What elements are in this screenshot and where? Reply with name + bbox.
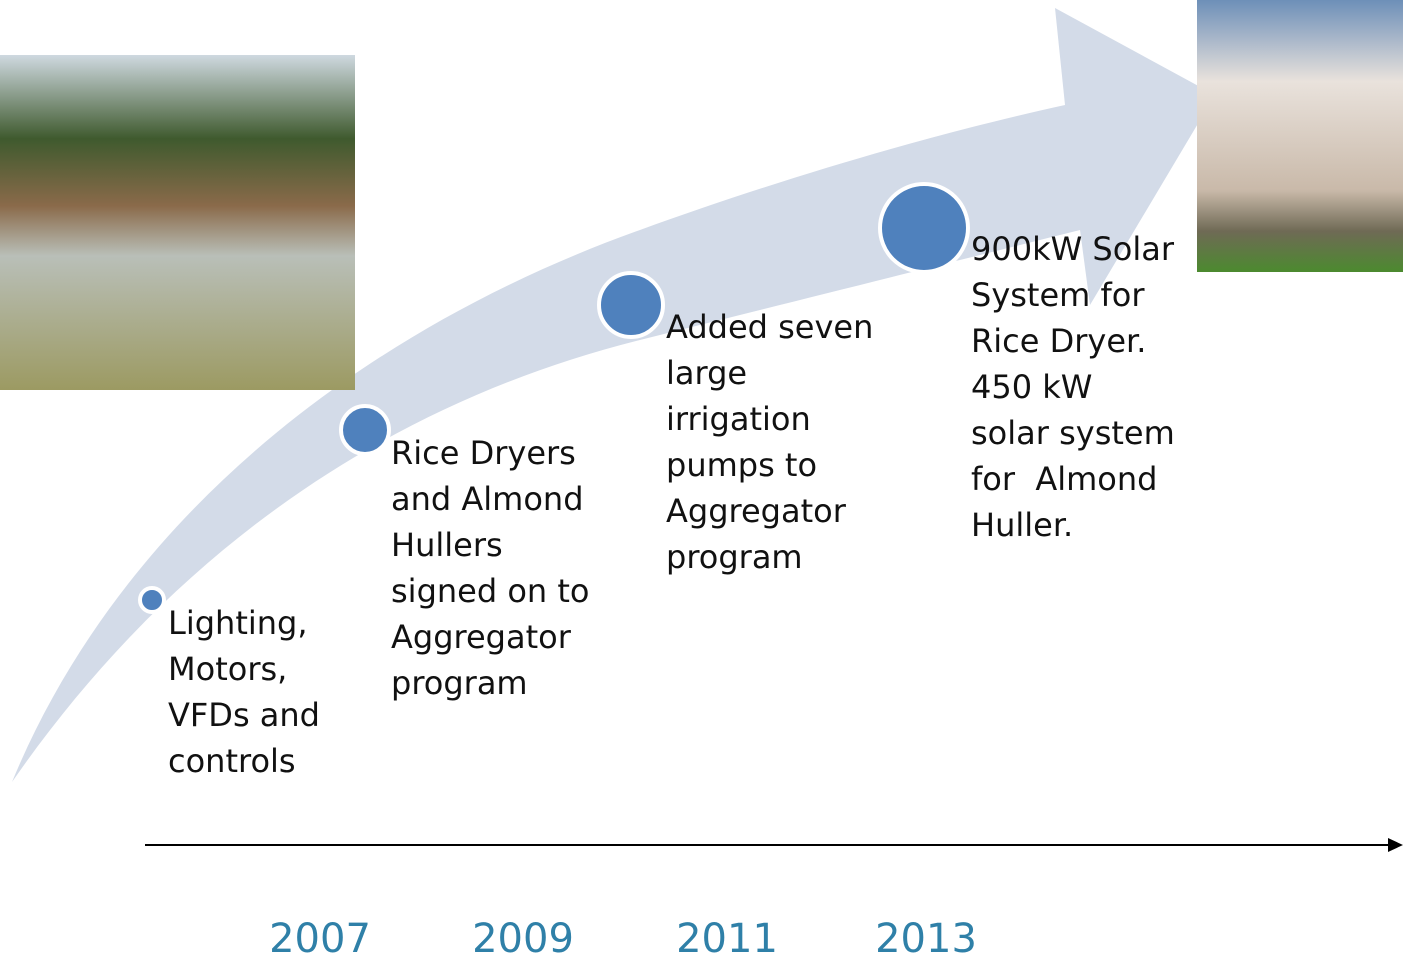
- milestone-dot: [339, 404, 391, 456]
- milestone-line: irrigation: [666, 400, 811, 438]
- milestone-line: 450 kW: [971, 368, 1092, 406]
- milestone-line: System for: [971, 276, 1145, 314]
- year-label: 2013: [875, 916, 977, 959]
- milestone-line: Rice Dryer.: [971, 322, 1146, 360]
- year-label: 2011: [676, 916, 778, 959]
- milestone-line: Rice Dryers: [391, 434, 576, 472]
- milestone-line: for Almond: [971, 460, 1157, 498]
- milestone-line: Aggregator: [666, 492, 847, 530]
- photo-almond-orchard: [1197, 0, 1403, 272]
- milestone-line: controls: [168, 742, 296, 780]
- photo-almond-bins: [0, 55, 355, 390]
- milestone-line: Aggregator: [391, 618, 572, 656]
- milestone-line: VFDs and: [168, 696, 320, 734]
- milestone-line: signed on to: [391, 572, 589, 610]
- milestone-line: program: [666, 538, 803, 576]
- milestone-dot: [597, 271, 665, 339]
- milestone-line: 900kW Solar: [971, 230, 1175, 268]
- milestone-line: Motors,: [168, 650, 287, 688]
- milestone-dot: [878, 182, 970, 274]
- year-label: 2009: [472, 916, 574, 959]
- milestone-texts: Lighting, Motors, VFDs and controls Rice Dry…: [168, 230, 1175, 780]
- milestone-line: large: [666, 354, 747, 392]
- time-axis-head: [1388, 838, 1403, 852]
- milestone-line: program: [391, 664, 528, 702]
- milestone-line: Added seven: [666, 308, 873, 346]
- milestone-dot: [138, 586, 166, 614]
- milestone-line: Huller.: [971, 506, 1073, 544]
- milestone-line: solar system: [971, 414, 1175, 452]
- milestone-markers: [138, 182, 970, 614]
- milestone-line: and Almond: [391, 480, 584, 518]
- milestone-line: Hullers: [391, 526, 503, 564]
- year-label: 2007: [269, 916, 371, 959]
- milestone-line: Lighting,: [168, 604, 308, 642]
- milestone-line: pumps to: [666, 446, 817, 484]
